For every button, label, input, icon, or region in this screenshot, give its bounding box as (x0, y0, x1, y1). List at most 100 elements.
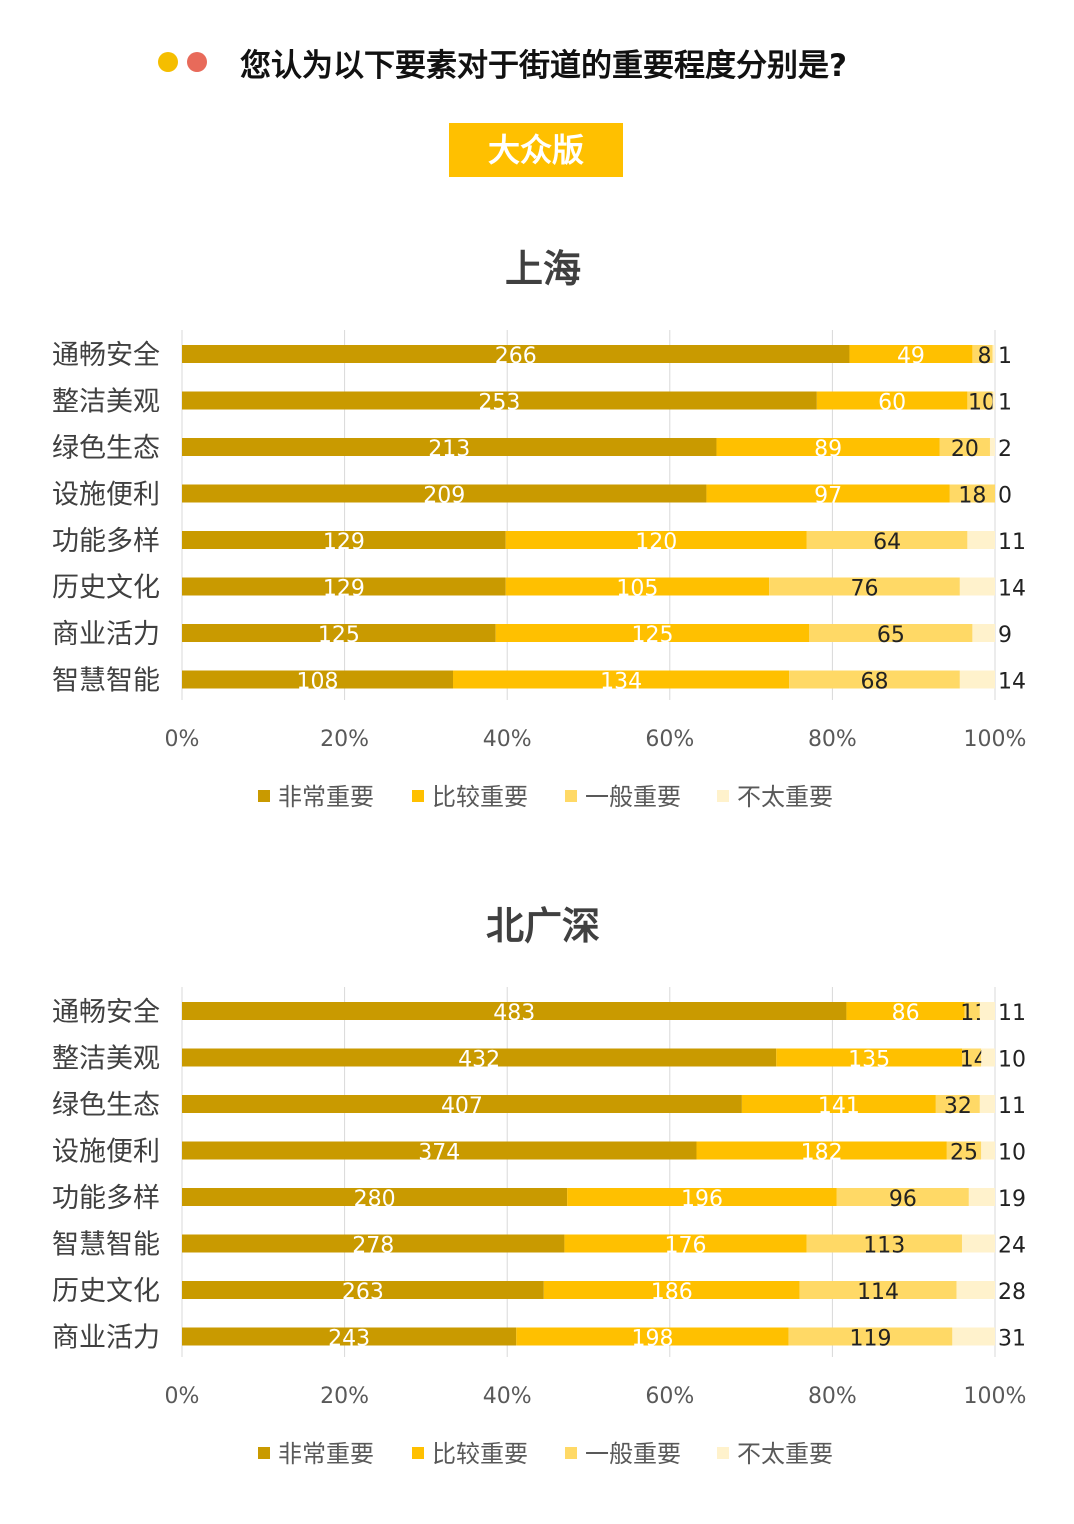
category-label: 整洁美观 (52, 1044, 160, 1075)
data-label: 108 (297, 670, 339, 695)
bar-segment (182, 484, 707, 503)
category-label: 通畅安全 (52, 997, 160, 1028)
x-tick-label: 80% (808, 727, 857, 752)
bar-segment (505, 531, 807, 549)
bar-segment (967, 391, 993, 410)
data-label: 68 (861, 670, 889, 695)
legend-label: 一般重要 (585, 1440, 681, 1468)
bar-segment (182, 1234, 565, 1253)
bar-segment (979, 1095, 995, 1113)
data-label: 105 (616, 577, 658, 602)
data-label: 266 (495, 344, 537, 369)
legend-label: 不太重要 (737, 783, 833, 811)
bar-segment (182, 670, 453, 689)
data-label: 125 (631, 623, 673, 648)
data-label: 1 (998, 344, 1012, 369)
bar-segment (806, 531, 968, 549)
data-label: 135 (848, 1048, 890, 1073)
x-tick-label: 60% (645, 727, 694, 752)
bar-segment (706, 484, 950, 503)
bar-segment (182, 438, 717, 456)
legend-swatch (412, 790, 424, 802)
data-label: 196 (681, 1187, 723, 1212)
bar-segment (182, 577, 506, 596)
data-label: 10 (998, 1048, 1026, 1073)
bar-segment (946, 1141, 982, 1160)
question-header: 您认为以下要素对于街道的重要程度分别是? (0, 36, 1074, 92)
data-label: 432 (458, 1048, 500, 1073)
data-label: 263 (342, 1280, 384, 1305)
bar-segment (989, 438, 995, 456)
legend-swatch (717, 1447, 729, 1459)
bar-segment (564, 1234, 807, 1253)
legend-swatch (258, 790, 270, 802)
data-label: 8 (977, 344, 991, 369)
bar-segment (961, 1048, 982, 1067)
data-label: 114 (857, 1280, 899, 1305)
legend-swatch (565, 1447, 577, 1459)
chart-shanghai: 上海 通畅安全 266 49 8 1 整洁美观 253 60 10 1 绿色生态 213 89 20 2 设施便… (0, 230, 1074, 820)
data-label: 14 (998, 670, 1026, 695)
data-label: 407 (441, 1094, 483, 1119)
bar-segment (543, 1281, 800, 1299)
data-label: 49 (897, 344, 925, 369)
data-label: 483 (493, 1001, 535, 1026)
bar-segment (182, 345, 850, 363)
data-label: 374 (418, 1141, 460, 1166)
data-label: 278 (352, 1234, 394, 1259)
legend-swatch (565, 790, 577, 802)
bar-segment (939, 438, 990, 456)
edition-badge: 大众版 (449, 123, 623, 177)
data-label: 0 (998, 484, 1012, 509)
data-label: 280 (354, 1187, 396, 1212)
data-label: 14 (998, 577, 1026, 602)
bar-segment (961, 1234, 995, 1253)
category-label: 智慧智能 (52, 1230, 160, 1261)
legend-label: 一般重要 (585, 783, 681, 811)
data-label: 11 (998, 530, 1026, 555)
bar-segment (836, 1188, 969, 1206)
bar-segment (182, 1188, 568, 1206)
category-label: 智慧智能 (52, 666, 160, 697)
category-label: 商业活力 (52, 1323, 160, 1354)
bar-segment (959, 670, 995, 689)
x-tick-label: 0% (165, 727, 200, 752)
bar-segment (716, 438, 940, 456)
data-label: 60 (878, 391, 906, 416)
bar-segment (182, 1281, 544, 1299)
legend-label: 非常重要 (278, 1440, 374, 1468)
legend-swatch (258, 1447, 270, 1459)
data-label: 209 (423, 484, 465, 509)
bar-segment (979, 1002, 995, 1020)
red-dot-icon (187, 52, 207, 72)
bar-segment (696, 1141, 947, 1160)
data-label: 10 (998, 1141, 1026, 1166)
bar-segment (967, 531, 995, 549)
data-label: 198 (631, 1327, 673, 1352)
data-label: 24 (998, 1234, 1026, 1259)
bar-segment (453, 670, 790, 689)
bar-segment (972, 345, 993, 363)
bar-segment (981, 1141, 995, 1160)
data-label: 2 (998, 437, 1012, 462)
bar-segment (505, 577, 770, 596)
data-label: 86 (892, 1001, 920, 1026)
x-tick-label: 20% (320, 1384, 369, 1409)
data-label: 76 (851, 577, 879, 602)
bar-segment (182, 391, 817, 410)
data-label: 19 (998, 1187, 1026, 1212)
bar-segment (182, 1141, 697, 1160)
category-label: 功能多样 (52, 526, 160, 557)
legend-label: 比较重要 (432, 1440, 528, 1468)
category-label: 历史文化 (52, 1276, 160, 1307)
bar-segment (182, 531, 506, 549)
bar-segment (182, 624, 496, 642)
data-label: 9 (998, 623, 1012, 648)
category-label: 通畅安全 (52, 340, 160, 371)
bar-segment (992, 391, 995, 410)
category-label: 历史文化 (52, 573, 160, 604)
data-label: 10 (968, 391, 996, 416)
data-label: 1 (998, 391, 1012, 416)
chart-title: 北广深 (486, 904, 600, 948)
data-label: 119 (850, 1327, 892, 1352)
